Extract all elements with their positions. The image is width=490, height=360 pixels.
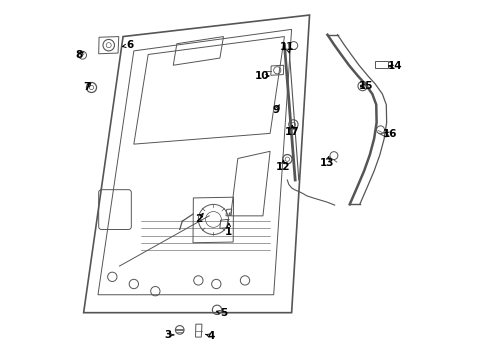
Text: 14: 14 [388, 61, 402, 71]
Text: 7: 7 [83, 82, 90, 93]
Text: 11: 11 [280, 42, 294, 51]
Text: 15: 15 [359, 81, 373, 91]
Text: 17: 17 [285, 127, 300, 136]
Text: 16: 16 [383, 129, 397, 139]
Text: 9: 9 [273, 105, 280, 115]
Text: 3: 3 [164, 330, 171, 340]
Text: 6: 6 [126, 40, 133, 50]
Text: 8: 8 [75, 50, 83, 60]
Text: 5: 5 [220, 309, 227, 318]
Text: 4: 4 [207, 331, 215, 341]
Text: 2: 2 [195, 215, 202, 224]
Text: 12: 12 [275, 162, 290, 172]
Text: 13: 13 [319, 158, 334, 168]
Text: 10: 10 [255, 71, 270, 81]
Text: 1: 1 [225, 227, 232, 237]
